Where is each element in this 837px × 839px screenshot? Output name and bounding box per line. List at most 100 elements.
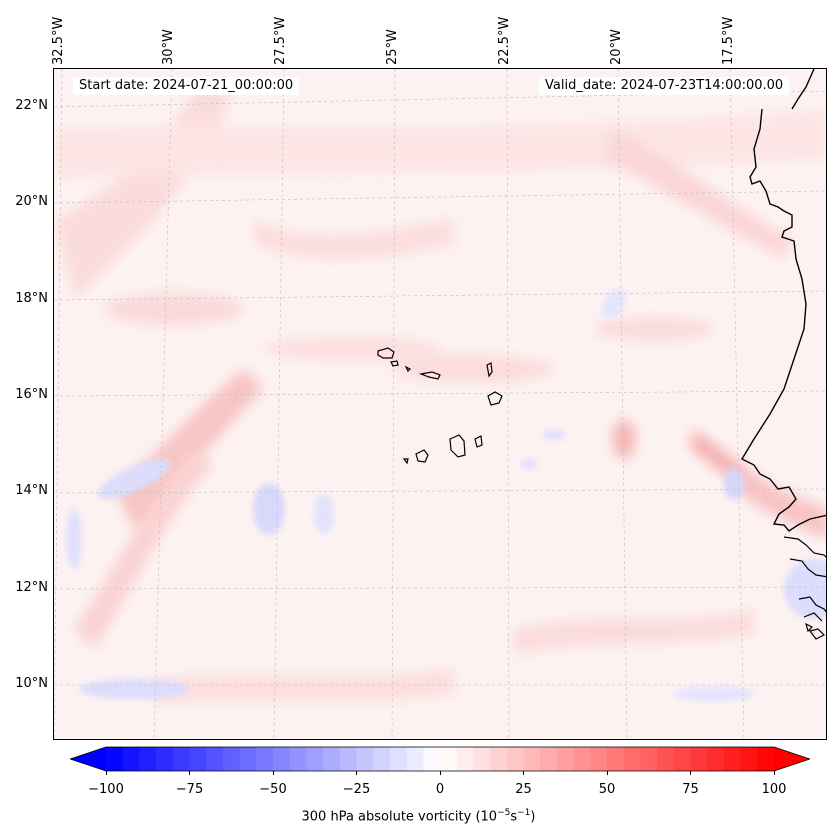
colorbar-label-main: 300 hPa absolute vorticity (10 bbox=[301, 809, 498, 825]
colorbar-cell bbox=[373, 747, 391, 771]
meridian-32-5w bbox=[54, 69, 63, 739]
colorbar-cell bbox=[222, 747, 241, 771]
colorbar-cell bbox=[707, 747, 725, 771]
colorbar-cell bbox=[339, 747, 357, 771]
colorbar-cell bbox=[289, 747, 307, 771]
colorbar-cell bbox=[389, 747, 408, 771]
island-sao-vicente bbox=[390, 360, 399, 367]
colorbar-cell bbox=[423, 747, 441, 771]
start-date-label: Start date: 2024-07-21_00:00:00 bbox=[73, 77, 300, 95]
colorbar-tick-label: −50 bbox=[259, 782, 287, 797]
colorbar-tick-label: 0 bbox=[435, 782, 445, 797]
island-fogo bbox=[415, 449, 429, 463]
island-brava bbox=[402, 458, 409, 465]
colorbar-cell bbox=[189, 747, 207, 771]
colorbar-cell bbox=[523, 747, 541, 771]
colorbar-cell bbox=[122, 747, 140, 771]
colorbar-cell bbox=[573, 747, 591, 771]
colorbar-tick-mark bbox=[773, 771, 775, 775]
colorbar-label: 300 hPa absolute vorticity (10−5s−1) bbox=[0, 808, 837, 824]
island-boa-vista bbox=[487, 391, 503, 406]
colorbar bbox=[70, 746, 810, 772]
latitude-label: 10°N bbox=[15, 676, 48, 691]
colorbar-cell bbox=[456, 747, 474, 771]
colorbar-cell bbox=[106, 747, 124, 771]
longitude-label: 17.5°W bbox=[721, 16, 736, 65]
colorbar-tick-mark bbox=[690, 771, 691, 775]
negative-vorticity-areas bbox=[66, 289, 826, 702]
colorbar-cell bbox=[206, 747, 224, 771]
vorticity-map bbox=[54, 69, 826, 739]
colorbar-tick-mark bbox=[356, 771, 357, 775]
colorbar-cell bbox=[623, 747, 641, 771]
colorbar-cell bbox=[356, 747, 374, 771]
colorbar-cell bbox=[657, 747, 675, 771]
meridian-25w bbox=[391, 69, 396, 739]
positive-vorticity-areas bbox=[54, 89, 826, 704]
colorbar-tick-label: −25 bbox=[342, 782, 371, 797]
meridian-17-5w bbox=[729, 69, 745, 739]
longitude-label: 25°W bbox=[385, 29, 400, 65]
meridian-22-5w bbox=[506, 69, 510, 739]
africa-coastline bbox=[741, 108, 826, 532]
latitude-label: 22°N bbox=[15, 98, 48, 113]
latitude-label: 20°N bbox=[15, 194, 48, 209]
colorbar-cell bbox=[139, 747, 157, 771]
colorbar-tick-label: −100 bbox=[88, 782, 124, 797]
colorbar-cell bbox=[607, 747, 625, 771]
longitude-label: 22.5°W bbox=[497, 16, 512, 65]
colorbar-cell bbox=[556, 747, 575, 771]
longitude-label: 32.5°W bbox=[51, 16, 66, 65]
colorbar-tick-mark bbox=[523, 771, 524, 775]
colorbar-cell bbox=[440, 747, 458, 771]
colorbar-tick-mark bbox=[189, 771, 190, 775]
meridian-20w bbox=[617, 69, 628, 739]
island-maio bbox=[474, 435, 483, 448]
colorbar-cell bbox=[723, 747, 742, 771]
island-sal bbox=[486, 362, 493, 378]
island-sao-nicolau bbox=[418, 371, 441, 380]
longitude-label: 30°W bbox=[161, 29, 176, 65]
colorbar-cell bbox=[740, 747, 758, 771]
colorbar-cell bbox=[690, 747, 708, 771]
colorbar-cell bbox=[323, 747, 341, 771]
latitude-label: 12°N bbox=[15, 580, 48, 595]
island-santa-luzia bbox=[404, 365, 412, 373]
colorbar-cell bbox=[406, 747, 424, 771]
colorbar-cell bbox=[256, 747, 274, 771]
valid-date-label: Valid_date: 2024-07-23T14:00:00.00 bbox=[539, 77, 790, 95]
island-santiago bbox=[449, 434, 466, 458]
colorbar-cell bbox=[673, 747, 691, 771]
colorbar-tick-mark bbox=[606, 771, 608, 775]
latitude-label: 16°N bbox=[15, 387, 48, 402]
longitude-label: 20°W bbox=[609, 29, 624, 65]
cape-verde-islands bbox=[377, 347, 503, 465]
guinea-bissau-coast bbox=[783, 536, 826, 640]
colorbar-cell bbox=[590, 747, 608, 771]
mauritania-coastline bbox=[791, 69, 815, 110]
colorbar-tick-label: 75 bbox=[682, 782, 699, 797]
colorbar-cell bbox=[640, 747, 658, 771]
colorbar-label-unit: s bbox=[510, 809, 518, 825]
colorbar-tick-label: 50 bbox=[598, 782, 616, 797]
colorbar-cell bbox=[273, 747, 291, 771]
colorbar-cell bbox=[172, 747, 190, 771]
meridian-27-5w bbox=[273, 69, 285, 739]
colorbar-cell bbox=[757, 747, 775, 771]
latitude-label: 18°N bbox=[15, 291, 48, 306]
latitude-label: 14°N bbox=[15, 483, 48, 498]
colorbar-cell bbox=[156, 747, 174, 771]
colorbar-label-exponent-2: −1 bbox=[517, 808, 531, 818]
colorbar-cell bbox=[239, 747, 257, 771]
meridian-30w bbox=[153, 69, 173, 739]
colorbar-cell bbox=[506, 747, 524, 771]
colorbar-tick-label: 25 bbox=[515, 782, 532, 797]
colorbar-label-exponent-1: −5 bbox=[497, 808, 511, 818]
colorbar-cell bbox=[306, 747, 324, 771]
colorbar-tick-label: 100 bbox=[761, 782, 787, 797]
colorbar-tick-mark bbox=[272, 771, 274, 775]
colorbar-cell bbox=[540, 747, 558, 771]
graticule bbox=[54, 69, 826, 739]
colorbar-cell bbox=[490, 747, 508, 771]
colorbar-tick-mark bbox=[105, 771, 107, 775]
